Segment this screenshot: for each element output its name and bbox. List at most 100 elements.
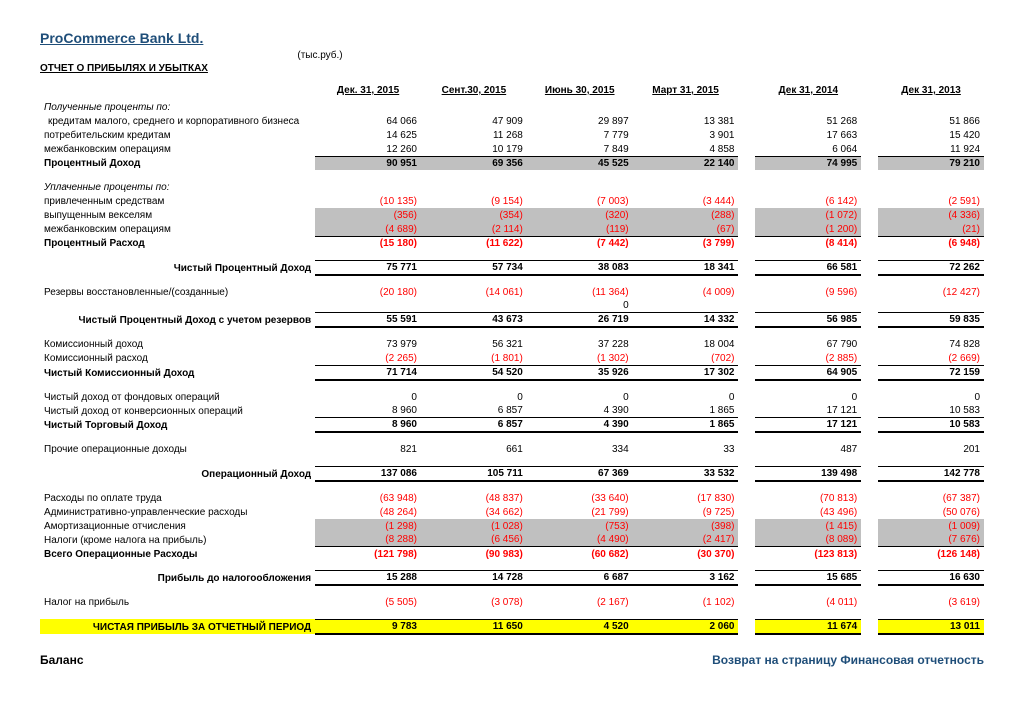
table-row: Чистый Торговый Доход8 9606 8574 3901 86… — [40, 418, 984, 433]
row-label: Чистый Комиссионный Доход — [40, 365, 315, 380]
cell-value: 334 — [527, 442, 633, 456]
cell-value: 139 498 — [755, 466, 861, 481]
cell-value: 0 — [527, 299, 633, 313]
cell-value: (126 148) — [878, 547, 984, 561]
table-row — [40, 327, 984, 337]
table-row — [40, 380, 984, 390]
pl-table: Дек. 31, 2015 Сент.30, 2015 Июнь 30, 201… — [40, 84, 984, 635]
cell-value: (67 387) — [878, 491, 984, 505]
cell-value: 17 121 — [755, 404, 861, 418]
footer-right-link[interactable]: Возврат на страницу Финансовая отчетност… — [712, 653, 984, 667]
cell-value — [633, 299, 739, 313]
cell-value: 4 390 — [527, 404, 633, 418]
table-row: Чистый Комиссионный Доход71 71454 52035 … — [40, 365, 984, 380]
cell-value: 137 086 — [315, 466, 421, 481]
table-row — [40, 481, 984, 491]
cell-value: (43 496) — [755, 505, 861, 519]
cell-value: 821 — [315, 442, 421, 456]
table-row: привлеченным средствам(10 135)(9 154)(7 … — [40, 194, 984, 208]
cell-value: 10 583 — [878, 418, 984, 433]
row-label: Резервы восстановленные/(созданные) — [40, 285, 315, 299]
cell-value: 12 260 — [315, 142, 421, 156]
table-row: Комиссионный доход73 97956 32137 22818 0… — [40, 337, 984, 351]
row-label: Полученные проценты по: — [40, 100, 315, 114]
cell-value: 15 420 — [878, 128, 984, 142]
cell-value: (1 415) — [755, 519, 861, 533]
cell-value: (9 596) — [755, 285, 861, 299]
cell-value: 66 581 — [755, 260, 861, 275]
cell-value: 8 960 — [315, 418, 421, 433]
cell-value: 8 960 — [315, 404, 421, 418]
cell-value: 51 268 — [755, 114, 861, 128]
table-row — [40, 250, 984, 260]
col-header: Июнь 30, 2015 — [527, 84, 633, 100]
cell-value: 33 532 — [633, 466, 739, 481]
cell-value: 0 — [878, 390, 984, 404]
cell-value: 71 714 — [315, 365, 421, 380]
table-row: межбанковским операциям12 26010 1797 849… — [40, 142, 984, 156]
cell-value: 67 369 — [527, 466, 633, 481]
cell-value: 0 — [421, 390, 527, 404]
cell-value: (67) — [633, 222, 739, 236]
cell-value: (1 298) — [315, 519, 421, 533]
cell-value: (2 265) — [315, 351, 421, 365]
cell-value: (3 799) — [633, 236, 739, 250]
cell-value: 17 663 — [755, 128, 861, 142]
cell-value — [527, 100, 633, 114]
table-row — [40, 609, 984, 619]
row-label: межбанковским операциям — [40, 222, 315, 236]
cell-value: 56 321 — [421, 337, 527, 351]
cell-value: (9 725) — [633, 505, 739, 519]
cell-value — [315, 100, 421, 114]
cell-value: 0 — [315, 390, 421, 404]
cell-value: 1 865 — [633, 404, 739, 418]
cell-value: (753) — [527, 519, 633, 533]
cell-value: 18 004 — [633, 337, 739, 351]
cell-value: (2 591) — [878, 194, 984, 208]
footer: Баланс Возврат на страницу Финансовая от… — [40, 653, 984, 667]
row-label: Чистый доход от фондовых операций — [40, 390, 315, 404]
cell-value: 13 381 — [633, 114, 739, 128]
cell-value: 3 162 — [633, 571, 739, 586]
cell-value: (48 837) — [421, 491, 527, 505]
cell-value: (119) — [527, 222, 633, 236]
col-header: Дек 31, 2013 — [878, 84, 984, 100]
cell-value — [527, 180, 633, 194]
cell-value: (1 009) — [878, 519, 984, 533]
cell-value: (6 948) — [878, 236, 984, 250]
cell-value: (11 622) — [421, 236, 527, 250]
footer-left-link[interactable]: Баланс — [40, 653, 84, 667]
row-label: Комиссионный доход — [40, 337, 315, 351]
cell-value: 64 066 — [315, 114, 421, 128]
cell-value: 47 909 — [421, 114, 527, 128]
cell-value: (3 078) — [421, 595, 527, 609]
cell-value: 75 771 — [315, 260, 421, 275]
cell-value — [878, 180, 984, 194]
row-label: Чистый Торговый Доход — [40, 418, 315, 433]
cell-value: 74 995 — [755, 156, 861, 170]
row-label: Административно-управленческие расходы — [40, 505, 315, 519]
cell-value: (1 302) — [527, 351, 633, 365]
cell-value: (4 490) — [527, 533, 633, 547]
row-label: Уплаченные проценты по: — [40, 180, 315, 194]
cell-value: (4 009) — [633, 285, 739, 299]
cell-value: 6 857 — [421, 404, 527, 418]
cell-value: (8 288) — [315, 533, 421, 547]
cell-value: 661 — [421, 442, 527, 456]
table-row: Административно-управленческие расходы (4… — [40, 505, 984, 519]
cell-value: 56 985 — [755, 313, 861, 328]
row-label: Прочие операционные доходы — [40, 442, 315, 456]
cell-value: (288) — [633, 208, 739, 222]
table-row — [40, 170, 984, 180]
row-label: привлеченным средствам — [40, 194, 315, 208]
cell-value: 26 719 — [527, 313, 633, 328]
table-row: межбанковским операциям(4 689)(2 114)(11… — [40, 222, 984, 236]
cell-value: 45 525 — [527, 156, 633, 170]
cell-value: 14 625 — [315, 128, 421, 142]
col-header: Дек 31, 2014 — [755, 84, 861, 100]
table-row: Полученные проценты по: — [40, 100, 984, 114]
cell-value: 9 783 — [315, 619, 421, 634]
cell-value: (702) — [633, 351, 739, 365]
cell-value: 7 849 — [527, 142, 633, 156]
cell-value: (14 061) — [421, 285, 527, 299]
